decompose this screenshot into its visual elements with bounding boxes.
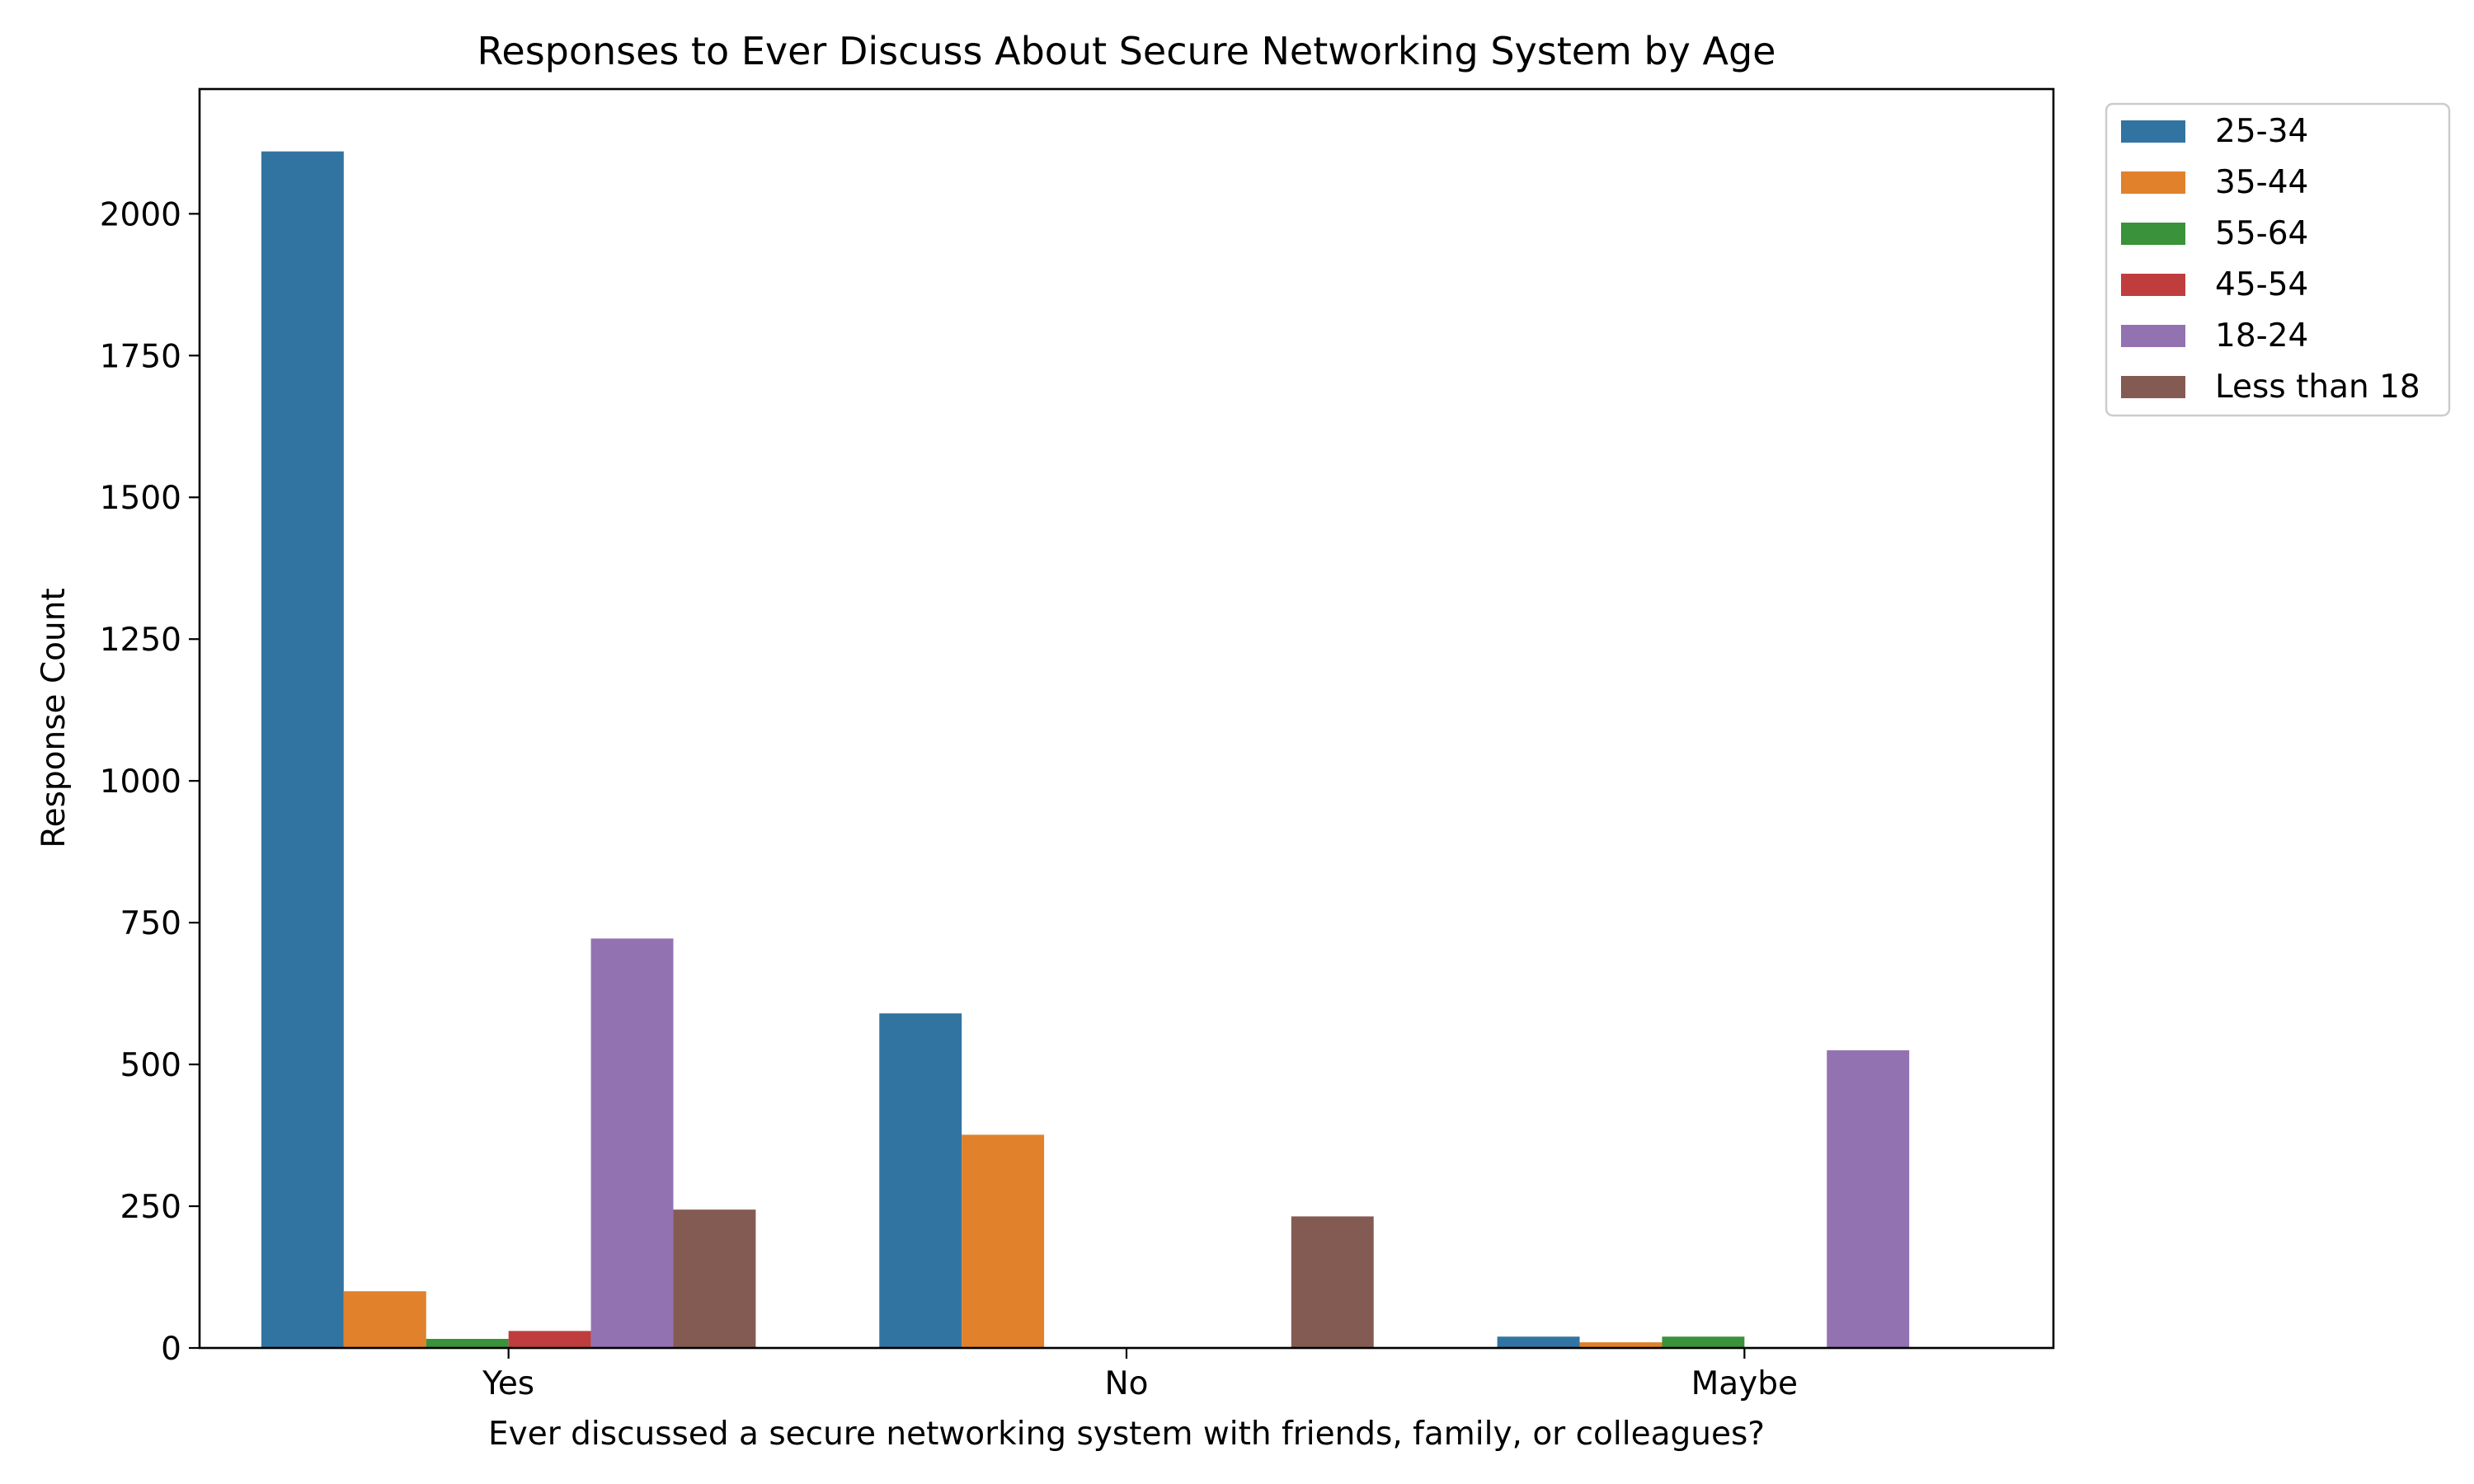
series-35-44	[343, 1134, 1663, 1348]
bar	[1291, 1216, 1374, 1348]
legend-label: 55-64	[2215, 215, 2308, 252]
bar	[426, 1338, 509, 1348]
y-tick-label: 750	[120, 905, 181, 942]
y-tick-label: 2000	[100, 196, 181, 233]
bar	[590, 938, 674, 1348]
bar	[1497, 1336, 1580, 1348]
bar	[261, 151, 344, 1349]
bar	[508, 1331, 591, 1348]
y-tick-label: 1000	[100, 763, 181, 801]
legend-swatch	[2121, 171, 2185, 194]
legend-label: 35-44	[2215, 164, 2308, 201]
legend-label: 45-54	[2215, 266, 2308, 303]
y-tick-label: 1750	[100, 338, 181, 375]
legend-swatch	[2121, 274, 2185, 296]
bar	[1827, 1050, 1910, 1348]
y-tick-label: 1250	[100, 622, 181, 659]
y-axis-label: Response Count	[35, 588, 73, 848]
legend-swatch	[2121, 325, 2185, 347]
y-tick-label: 500	[120, 1047, 181, 1084]
series-18-24	[590, 938, 1910, 1348]
bar	[343, 1291, 426, 1348]
x-tick-label: Yes	[482, 1365, 534, 1402]
legend-label: 18-24	[2215, 317, 2308, 355]
bar	[1662, 1336, 1745, 1348]
series-45-54	[508, 1331, 591, 1348]
legend-swatch	[2121, 223, 2185, 245]
y-tick-label: 0	[161, 1331, 181, 1368]
x-tick-label: No	[1104, 1365, 1148, 1402]
legend-label: 25-34	[2215, 113, 2308, 150]
x-axis-label: Ever discussed a secure networking syste…	[488, 1416, 1765, 1453]
legend-swatch	[2121, 376, 2185, 398]
legend-swatch	[2121, 120, 2185, 143]
series-55-64	[426, 1336, 1745, 1348]
series-less-than-18	[673, 1209, 1374, 1348]
bar	[962, 1134, 1045, 1348]
y-axis: 0 250 500 750 1000 1250 1500 1750 2000	[100, 196, 200, 1368]
chart-title: Responses to Ever Discuss About Secure N…	[477, 29, 1776, 73]
legend-frame	[2105, 102, 2451, 417]
bar	[1579, 1342, 1663, 1348]
bar	[673, 1209, 756, 1348]
x-axis: Yes No Maybe	[482, 1348, 1798, 1402]
series-25-34	[261, 151, 1580, 1349]
legend: 25-34 35-44 55-64 45-54 18-24 Less than 18	[2105, 102, 2451, 417]
y-tick-label: 1500	[100, 480, 181, 517]
x-tick-label: Maybe	[1691, 1365, 1798, 1402]
y-tick-label: 250	[120, 1189, 181, 1226]
bars-layer	[261, 151, 1910, 1349]
legend-label: Less than 18	[2215, 369, 2420, 406]
bar	[879, 1013, 962, 1348]
